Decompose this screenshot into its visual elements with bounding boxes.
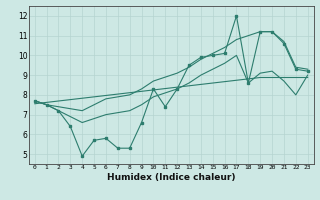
X-axis label: Humidex (Indice chaleur): Humidex (Indice chaleur) (107, 173, 236, 182)
